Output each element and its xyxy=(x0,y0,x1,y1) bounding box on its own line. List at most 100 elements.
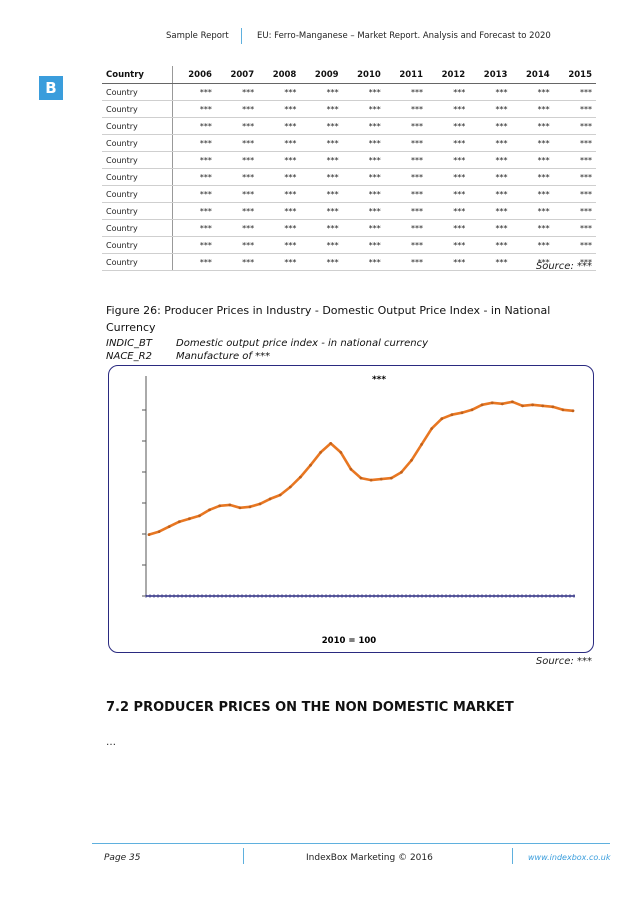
column-header-year: 2011 xyxy=(384,66,428,84)
series-points xyxy=(147,400,575,536)
x-axis-ticks xyxy=(145,594,575,598)
data-point xyxy=(299,475,302,479)
country-cell: Country xyxy=(102,151,174,169)
meta-value: Domestic output price index - in nationa… xyxy=(176,338,428,349)
header-report-type: Sample Report xyxy=(166,31,229,41)
value-cell: *** xyxy=(384,134,428,152)
value-cell: *** xyxy=(469,236,512,254)
column-header-year: 2008 xyxy=(258,66,301,84)
meta-key: INDIC_BT xyxy=(106,338,153,349)
value-cell: *** xyxy=(511,100,554,118)
value-cell: *** xyxy=(427,202,470,220)
value-cell: *** xyxy=(553,151,596,169)
value-cell: *** xyxy=(172,202,216,220)
value-cell: *** xyxy=(469,185,512,203)
data-point xyxy=(258,502,262,506)
value-cell: *** xyxy=(172,83,216,101)
table-row: Country *** *** *** *** *** *** *** *** *** *** xyxy=(102,168,596,186)
value-cell: *** xyxy=(384,83,428,101)
footer-copyright: IndexBox Marketing © 2016 xyxy=(306,853,433,863)
value-cell: *** xyxy=(469,168,512,186)
value-cell: *** xyxy=(258,83,301,101)
value-cell: *** xyxy=(469,134,512,152)
value-cell: *** xyxy=(342,151,385,169)
data-point xyxy=(400,470,403,474)
value-cell: *** xyxy=(300,202,343,220)
data-point xyxy=(188,517,191,521)
value-cell: *** xyxy=(342,168,385,186)
column-header-year: 2013 xyxy=(469,66,512,84)
value-cell: *** xyxy=(427,83,470,101)
data-point xyxy=(460,411,464,415)
data-point xyxy=(288,485,292,489)
value-cell: *** xyxy=(172,117,216,135)
indexbox-logo-icon: B xyxy=(39,76,63,100)
column-header-year: 2014 xyxy=(511,66,554,84)
table-row: Country *** *** *** *** *** *** *** *** *** *** xyxy=(102,185,596,203)
value-cell: *** xyxy=(553,202,596,220)
value-cell: *** xyxy=(172,100,216,118)
value-cell: *** xyxy=(258,151,301,169)
data-point xyxy=(147,533,151,536)
data-point xyxy=(218,504,222,508)
table-row: Country *** *** *** *** *** *** *** *** *** *** xyxy=(102,202,596,220)
column-header-year: 2010 xyxy=(342,66,385,84)
value-cell: *** xyxy=(300,117,343,135)
country-cell: Country xyxy=(102,117,174,135)
value-cell: *** xyxy=(172,219,216,237)
value-cell: *** xyxy=(172,185,216,203)
country-cell: Country xyxy=(102,83,174,101)
value-cell: *** xyxy=(511,151,554,169)
value-cell: *** xyxy=(258,253,301,271)
value-cell: *** xyxy=(300,134,343,152)
data-point xyxy=(177,520,181,524)
value-cell: *** xyxy=(553,117,596,135)
data-point xyxy=(369,478,373,482)
column-header-year: 2007 xyxy=(215,66,259,84)
value-cell: *** xyxy=(511,168,554,186)
value-cell: *** xyxy=(384,185,428,203)
country-cell: Country xyxy=(102,236,174,254)
data-point xyxy=(268,497,272,501)
data-point xyxy=(470,408,474,412)
country-cell: Country xyxy=(102,134,174,152)
series-line xyxy=(148,400,574,536)
value-cell: *** xyxy=(384,236,428,254)
meta-key: NACE_R2 xyxy=(106,351,152,362)
value-cell: *** xyxy=(511,236,554,254)
data-point xyxy=(440,417,444,421)
value-cell: *** xyxy=(215,185,259,203)
data-point xyxy=(319,451,322,454)
value-cell: *** xyxy=(384,168,428,186)
footer-website-link[interactable]: www.indexbox.co.uk xyxy=(528,853,611,862)
country-cell: Country xyxy=(102,202,174,220)
value-cell: *** xyxy=(215,253,259,271)
value-cell: *** xyxy=(258,117,301,135)
chart-canvas: *** 2010 = 100 xyxy=(142,375,575,646)
value-cell: *** xyxy=(342,253,385,271)
value-cell: *** xyxy=(215,151,259,169)
table-row: Country *** *** *** *** *** *** *** *** *** *** xyxy=(102,236,596,254)
value-cell: *** xyxy=(172,134,216,152)
value-cell: *** xyxy=(300,253,343,271)
value-cell: *** xyxy=(469,202,512,220)
value-cell: *** xyxy=(427,219,470,237)
value-cell: *** xyxy=(427,117,470,135)
country-cell: Country xyxy=(102,219,174,237)
value-cell: *** xyxy=(172,253,216,271)
country-data-table: Country 2006 2007 2008 2009 2010 2011 2012 2013 2… xyxy=(102,66,596,271)
data-point xyxy=(551,405,555,409)
value-cell: *** xyxy=(553,134,596,152)
value-cell: *** xyxy=(300,100,343,118)
column-header-year: 2006 xyxy=(172,66,216,84)
table-body: Country *** *** *** *** *** *** *** *** *** *** Cou… xyxy=(102,83,596,271)
figure-meta-nace: NACE_R2 Manufacture of *** xyxy=(106,351,270,362)
header-report-title: EU: Ferro-Manganese – Market Report. Ana… xyxy=(257,31,551,41)
data-point xyxy=(521,404,524,408)
value-cell: *** xyxy=(258,219,301,237)
value-cell: *** xyxy=(469,151,512,169)
value-cell: *** xyxy=(511,253,554,271)
value-cell: *** xyxy=(215,202,259,220)
value-cell: *** xyxy=(172,168,216,186)
data-point xyxy=(359,476,363,480)
